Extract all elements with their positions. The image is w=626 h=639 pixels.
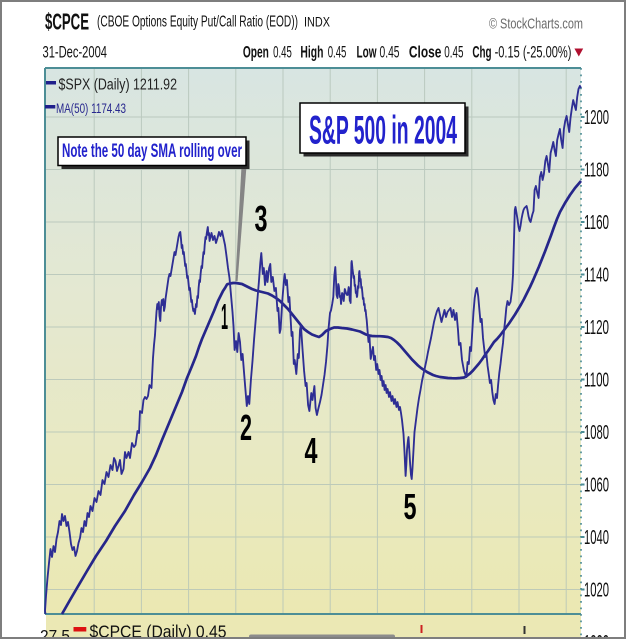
svg-text:S&P 500 in 2004: S&P 500 in 2004 (309, 109, 457, 153)
svg-text:1: 1 (221, 296, 228, 337)
svg-text:-0.15 (-25.00%): -0.15 (-25.00%) (495, 43, 572, 62)
svg-text:1100: 1100 (584, 370, 609, 392)
svg-text:27.5: 27.5 (40, 627, 70, 639)
svg-text:$CPCE (Daily) 0.45: $CPCE (Daily) 0.45 (90, 622, 227, 639)
svg-text:1060: 1060 (584, 475, 609, 497)
svg-text:Close: Close (409, 43, 442, 62)
svg-text:2: 2 (240, 407, 252, 448)
svg-text:1120: 1120 (584, 317, 609, 339)
svg-text:1040: 1040 (584, 527, 609, 549)
svg-text:High: High (300, 43, 323, 62)
svg-text:$CPCE: $CPCE (45, 9, 89, 35)
svg-text:1000: 1000 (584, 632, 609, 639)
svg-text:0.45: 0.45 (328, 43, 347, 62)
svg-text:5: 5 (404, 486, 417, 527)
svg-text:0.45: 0.45 (273, 43, 292, 62)
svg-text:4: 4 (305, 430, 318, 471)
svg-text:1200: 1200 (584, 107, 609, 129)
svg-text:MA(50) 1174.43: MA(50) 1174.43 (56, 100, 126, 116)
svg-text:1160: 1160 (584, 212, 609, 234)
svg-text:© StockCharts.com: © StockCharts.com (489, 17, 583, 33)
svg-text:1080: 1080 (584, 422, 609, 444)
svg-text:Chg: Chg (472, 43, 491, 62)
svg-text:1140: 1140 (584, 265, 609, 287)
svg-text:31-Dec-2004: 31-Dec-2004 (43, 43, 108, 62)
svg-text:Note the 50 day SMA rolling ov: Note the 50 day SMA rolling over (62, 141, 242, 162)
svg-text:Open: Open (243, 43, 269, 62)
svg-text:1180: 1180 (584, 160, 609, 182)
svg-text:$SPX (Daily) 1211.92: $SPX (Daily) 1211.92 (59, 77, 178, 94)
svg-text:0.45: 0.45 (444, 43, 463, 62)
svg-text:Low: Low (357, 43, 377, 62)
svg-text:INDX: INDX (304, 14, 331, 30)
svg-text:(CBOE Options Equity Put/Call: (CBOE Options Equity Put/Call Ratio (EOD… (97, 14, 298, 31)
svg-text:3: 3 (255, 198, 268, 239)
svg-text:1020: 1020 (584, 580, 609, 602)
svg-text:0.45: 0.45 (380, 43, 400, 62)
